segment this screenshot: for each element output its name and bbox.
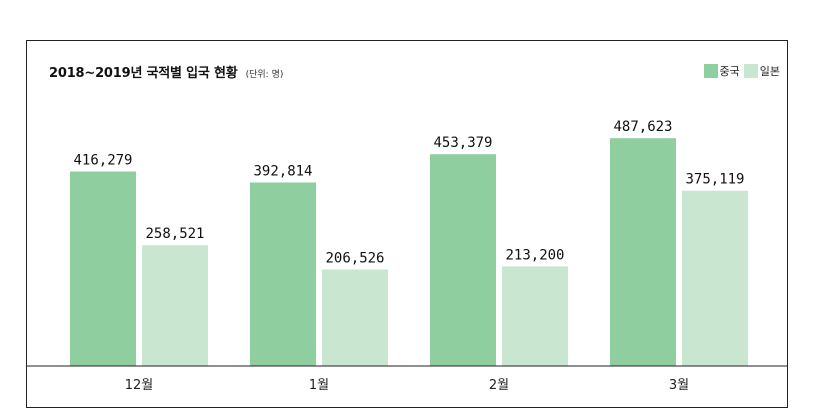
legend-label-china: 중국 xyxy=(719,65,740,78)
bar-japan-2 xyxy=(322,269,388,366)
value-label-china-4: 487,623 xyxy=(613,119,672,135)
value-label-japan-4: 375,119 xyxy=(685,172,744,188)
bar-japan-3 xyxy=(502,266,568,366)
legend-label-japan: 일본 xyxy=(759,65,780,78)
x-tick-label-1: 12월 xyxy=(125,378,154,393)
bar-china-2 xyxy=(250,182,316,366)
value-label-china-3: 453,379 xyxy=(433,135,492,151)
value-label-china-2: 392,814 xyxy=(253,163,312,179)
legend-item-china: 중국 xyxy=(703,63,740,79)
bar-japan-1 xyxy=(142,245,208,366)
value-label-japan-2: 206,526 xyxy=(325,251,384,267)
bar-china-1 xyxy=(70,171,136,366)
chart-title-block: 2018~2019년 국적별 입국 현황 (단위: 명) xyxy=(49,62,283,81)
legend-item-japan: 일본 xyxy=(743,63,780,79)
bar-japan-4 xyxy=(682,190,748,366)
chart-title: 2018~2019년 국적별 입국 현황 xyxy=(49,66,238,81)
value-label-japan-3: 213,200 xyxy=(505,247,564,263)
chart-unit-note: (단위: 명) xyxy=(245,70,284,80)
bar-china-4 xyxy=(610,138,676,366)
x-tick-label-3: 2월 xyxy=(489,378,509,393)
value-label-china-1: 416,279 xyxy=(73,153,132,169)
value-label-japan-1: 258,521 xyxy=(145,226,204,242)
legend-swatch-japan xyxy=(743,64,758,78)
x-tick-label-2: 1월 xyxy=(309,378,329,393)
x-tick-label-4: 3월 xyxy=(669,378,689,393)
chart-legend: 중국 일본 xyxy=(703,63,780,79)
bar-china-3 xyxy=(430,154,496,366)
legend-swatch-china xyxy=(703,64,718,78)
